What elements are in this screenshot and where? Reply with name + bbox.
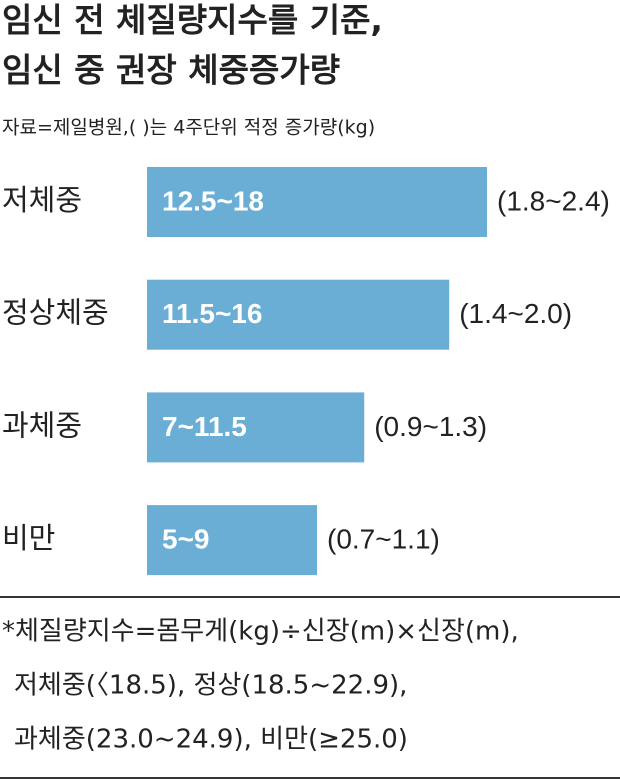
category-label: 저체중 <box>2 183 82 217</box>
annotation: (0.7~1.1) <box>327 523 440 554</box>
value-label: 12.5~18 <box>162 185 264 216</box>
footnote: *체질량지수=몸무게(kg)÷신장(m)×신장(m), <box>2 617 519 647</box>
category-label: 정상체중 <box>2 296 109 330</box>
bar <box>147 167 487 237</box>
annotation: (1.8~2.4) <box>497 185 610 216</box>
annotation: (0.9~1.3) <box>374 411 487 442</box>
subtitle: 자료=제일병원,( )는 4주단위 적정 증가량(kg) <box>2 117 375 139</box>
value-label: 11.5~16 <box>162 298 262 329</box>
chart-title: 임신 전 체질량지수를 기준, <box>2 1 383 40</box>
annotation: (1.4~2.0) <box>459 298 572 329</box>
bar <box>147 392 365 463</box>
category-label: 과체중 <box>2 408 82 442</box>
chart-title: 임신 중 권장 체중증가량 <box>2 51 340 90</box>
value-label: 7~11.5 <box>162 411 247 442</box>
category-label: 비만 <box>2 521 55 555</box>
bar <box>147 505 317 576</box>
value-label: 5~9 <box>162 523 210 554</box>
bar <box>147 279 450 350</box>
footnote: 과체중(23.0~24.9), 비만(≥25.0) <box>14 725 408 755</box>
footnote: 저체중(〈18.5), 정상(18.5~22.9), <box>14 671 407 701</box>
